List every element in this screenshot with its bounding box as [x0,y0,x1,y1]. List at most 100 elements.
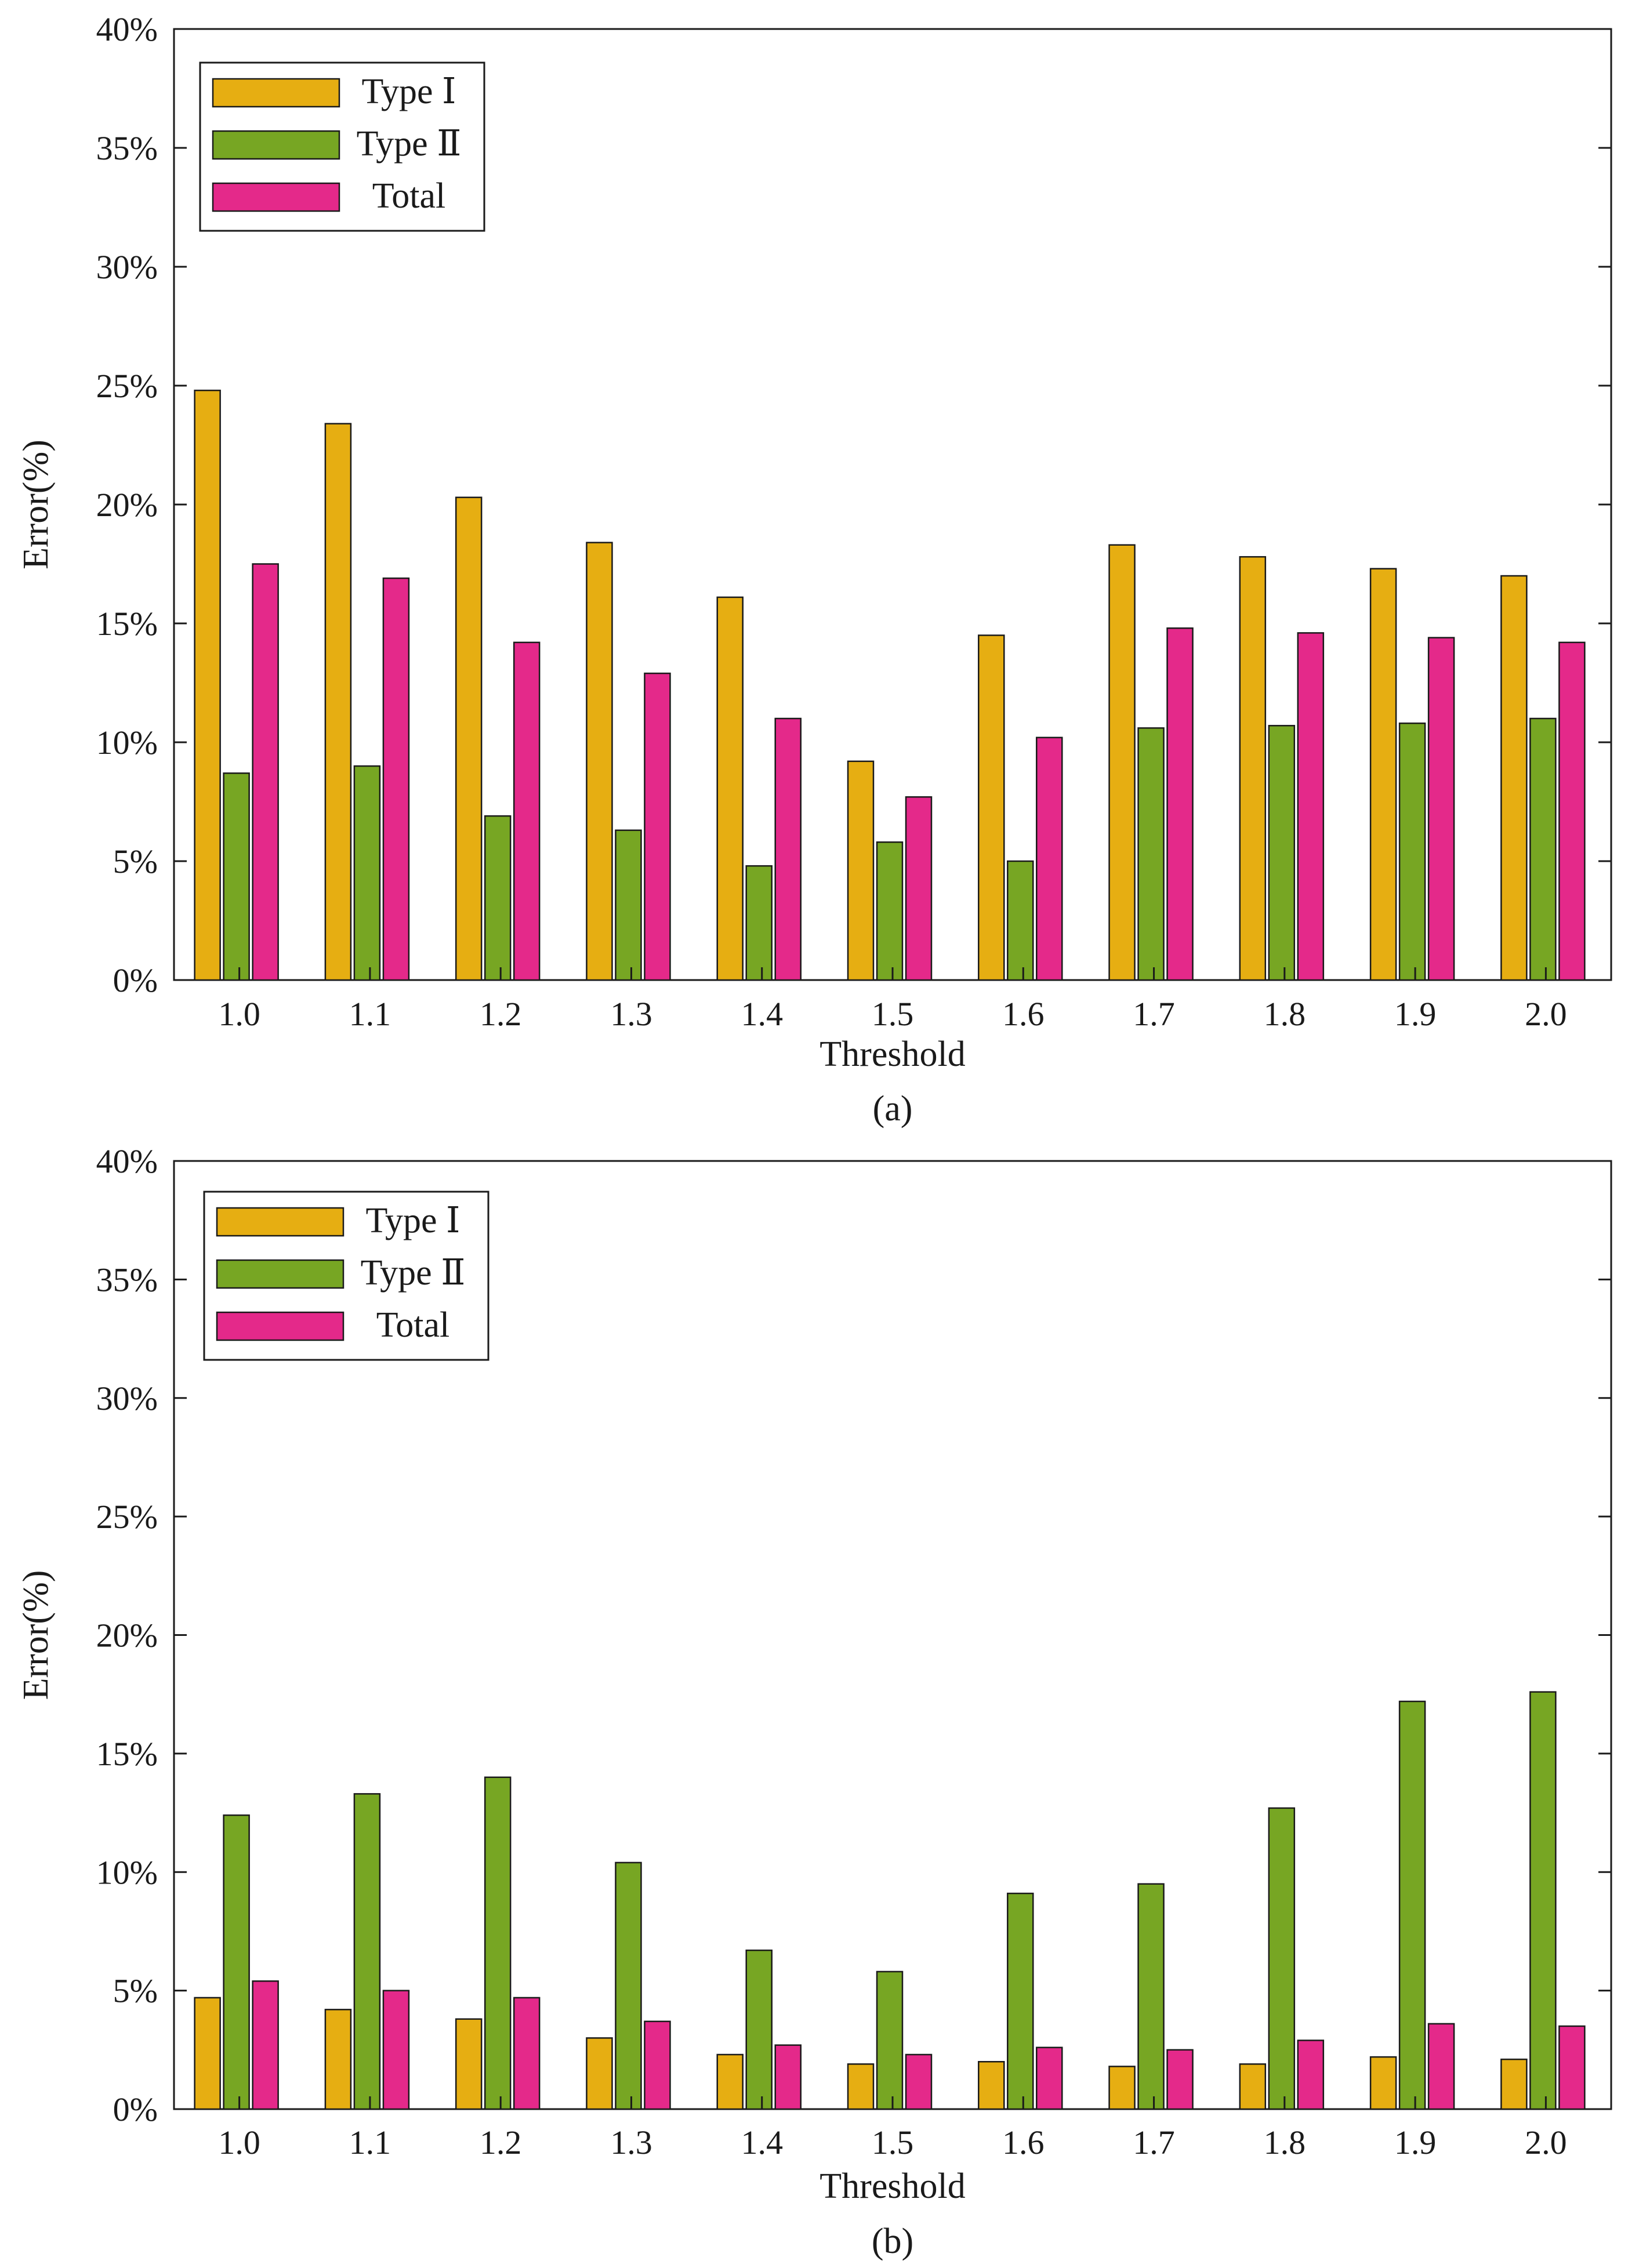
panel-caption: (a) [873,1089,913,1128]
legend: Type Ⅰ Type Ⅱ Total [199,61,485,232]
y-tick-label: 20% [96,486,158,524]
bar-type-2-1-9 [1398,722,1426,981]
y-tick-label: 35% [96,129,158,167]
bar-total-1-1 [382,1990,410,2110]
bar-type-2-1-0 [223,772,250,981]
bar-type-1-1-9 [1369,568,1397,981]
bar-type-2-1-8 [1268,725,1296,981]
bar-total-2-0 [1558,641,1586,981]
bar-type-1-1-2 [455,496,483,981]
bar-type-2-1-2 [484,815,512,981]
legend-label-type-2: Type Ⅱ [357,124,462,164]
bar-type-2-1-4 [745,1949,773,2110]
y-tick-label: 25% [96,367,158,405]
legend-label-total: Total [376,1305,450,1345]
bar-total-1-9 [1427,637,1455,981]
bar-total-1-6 [1036,2046,1063,2110]
x-tick-label: 1.1 [349,2124,391,2161]
y-tick-label: 10% [96,1853,158,1891]
bar-type-1-1-0 [194,1997,221,2110]
bar-type-2-1-5 [876,841,904,981]
y-tick-label: 5% [113,1972,158,2010]
x-tick-label: 1.6 [1002,2124,1045,2161]
bar-total-2-0 [1558,2025,1586,2110]
bar-type-1-2-0 [1500,2058,1528,2110]
x-tick-label: 1.9 [1394,2124,1437,2161]
bar-type-1-1-5 [847,2063,875,2110]
y-tick-label: 10% [96,724,158,761]
bar-type-2-1-1 [353,1793,381,2110]
bar-type-2-1-7 [1137,1883,1165,2110]
bar-total-1-8 [1297,632,1325,981]
bar-type-1-1-4 [716,2053,744,2110]
bar-total-1-0 [252,563,279,981]
bar-total-1-8 [1297,2040,1325,2110]
legend-label-type-1: Type Ⅰ [361,72,456,111]
y-axis-title: Error(%) [16,440,56,569]
bar-type-2-1-6 [1007,1892,1034,2110]
bar-type-1-1-8 [1239,556,1267,981]
bar-total-1-2 [513,641,541,981]
bar-type-1-1-0 [194,389,221,981]
x-tick-label: 2.0 [1525,2124,1567,2161]
chart-panel-a: 0% 5% 10% 15% 20% 25% 30% 35% 40% 1.0 1.1 1.2 1.3 1.4… [16,10,1612,1128]
bar-type-2-2-0 [1529,1691,1557,2110]
bar-type-2-1-9 [1398,1700,1426,2110]
x-tick-label: 1.2 [480,2124,522,2161]
x-tick-label: 1.7 [1133,995,1175,1033]
bar-total-1-5 [905,796,933,981]
y-tick-label: 5% [113,843,158,880]
bar-type-1-1-6 [978,2061,1005,2110]
bar-total-1-7 [1166,627,1194,981]
bar-type-2-1-6 [1007,860,1034,981]
bar-type-1-1-1 [324,2009,352,2110]
y-tick-label: 0% [113,2091,158,2128]
bar-total-1-5 [905,2053,933,2110]
bar-type-2-1-7 [1137,727,1165,981]
bar-total-1-9 [1427,2023,1455,2110]
legend-swatch-type-1 [216,1207,345,1237]
legend-swatch-type-1 [212,78,340,108]
x-tick-label: 1.8 [1264,995,1306,1033]
x-tick-label: 1.8 [1264,2124,1306,2161]
bar-type-1-1-6 [978,634,1005,981]
legend-label-type-2: Type Ⅱ [361,1253,466,1293]
y-tick-label: 30% [96,1380,158,1417]
panel-caption: (b) [872,2222,913,2261]
bar-type-2-1-3 [615,1861,642,2110]
legend-swatch-type-2 [212,130,340,160]
chart-panel-b: 0% 5% 10% 15% 20% 25% 30% 35% 40% 1.0 1.1 1.2 1.3 1.4… [16,1142,1612,2261]
bar-type-1-1-8 [1239,2063,1267,2110]
x-tick-label: 1.5 [872,995,914,1033]
y-tick-label: 25% [96,1498,158,1536]
y-tick-label: 40% [96,1142,158,1180]
x-tick-label: 2.0 [1525,995,1567,1033]
bar-total-1-4 [774,2044,802,2110]
bar-type-2-1-5 [876,1971,904,2110]
y-tick-label: 35% [96,1261,158,1298]
x-tick-label: 1.6 [1002,995,1045,1033]
legend-swatch-total [212,182,340,212]
legend-label-total: Total [372,176,446,216]
x-axis-title: Threshold [820,2167,965,2206]
y-tick-label: 40% [96,10,158,48]
x-tick-label: 1.5 [872,2124,914,2161]
bar-type-1-1-9 [1369,2056,1397,2110]
x-tick-label: 1.0 [218,995,260,1033]
bar-total-1-3 [644,672,671,981]
bar-type-2-1-0 [223,1814,250,2110]
bar-type-1-1-3 [586,542,613,981]
x-tick-label: 1.2 [480,995,522,1033]
bar-type-1-1-7 [1108,2066,1136,2110]
bar-total-1-1 [382,577,410,981]
x-tick-label: 1.4 [741,995,783,1033]
y-tick-label: 0% [113,961,158,999]
x-tick-label: 1.4 [741,2124,783,2161]
bar-type-2-1-8 [1268,1807,1296,2110]
legend-swatch-type-2 [216,1259,345,1289]
bar-type-1-1-3 [586,2037,613,2110]
bar-type-1-2-0 [1500,575,1528,981]
y-tick-label: 30% [96,248,158,286]
bar-total-1-4 [774,717,802,981]
bar-type-1-1-4 [716,596,744,981]
